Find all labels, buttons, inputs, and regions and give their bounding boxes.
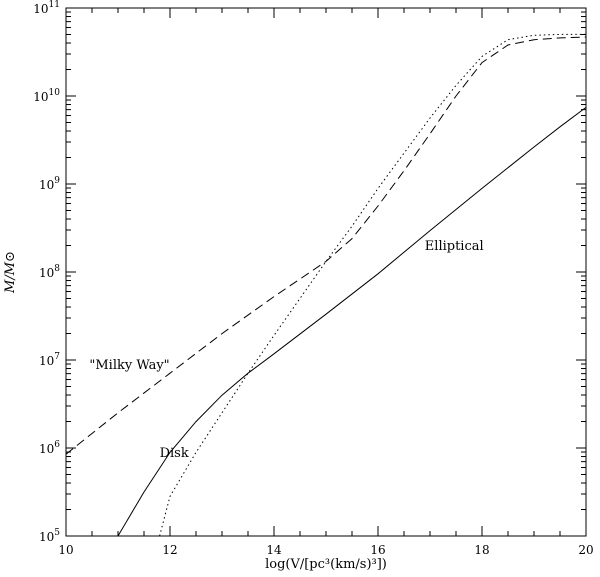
x-tick-label: 20 <box>578 543 593 557</box>
x-tick-label: 10 <box>58 543 73 557</box>
axis-ticks <box>65 7 587 537</box>
x-axis-title: log(V/[pc³(km/s)³]) <box>265 557 387 572</box>
plot-area-frame <box>65 7 587 537</box>
y-tick-label: 106 <box>39 440 60 456</box>
annotation-label: Elliptical <box>425 239 484 254</box>
series-line-elliptical <box>117 106 587 537</box>
y-tick-labels: 105 106 107 108 109 1010 1011 <box>33 0 60 544</box>
x-tick-labels: 10 12 14 16 18 20 <box>58 543 593 557</box>
series-line-milky-way <box>65 36 587 455</box>
y-tick-label: 105 <box>39 528 60 544</box>
y-axis-title: M/M⊙ <box>3 251 18 294</box>
annotation-label: "Milky Way" <box>89 358 169 373</box>
y-tick-label: 1010 <box>33 88 60 104</box>
y-tick-label: 1011 <box>33 0 60 16</box>
x-tick-label: 12 <box>162 543 177 557</box>
series-lines <box>65 33 587 537</box>
annotations: Elliptical "Milky Way" Disk <box>89 239 483 461</box>
series-line-disk <box>159 33 586 537</box>
y-tick-label: 109 <box>39 176 60 192</box>
x-tick-label: 14 <box>266 543 282 557</box>
y-tick-label: 108 <box>39 264 60 280</box>
annotation-label: Disk <box>160 446 189 461</box>
x-tick-label: 18 <box>474 543 489 557</box>
y-tick-label: 107 <box>39 352 60 368</box>
x-tick-label: 16 <box>370 543 385 557</box>
